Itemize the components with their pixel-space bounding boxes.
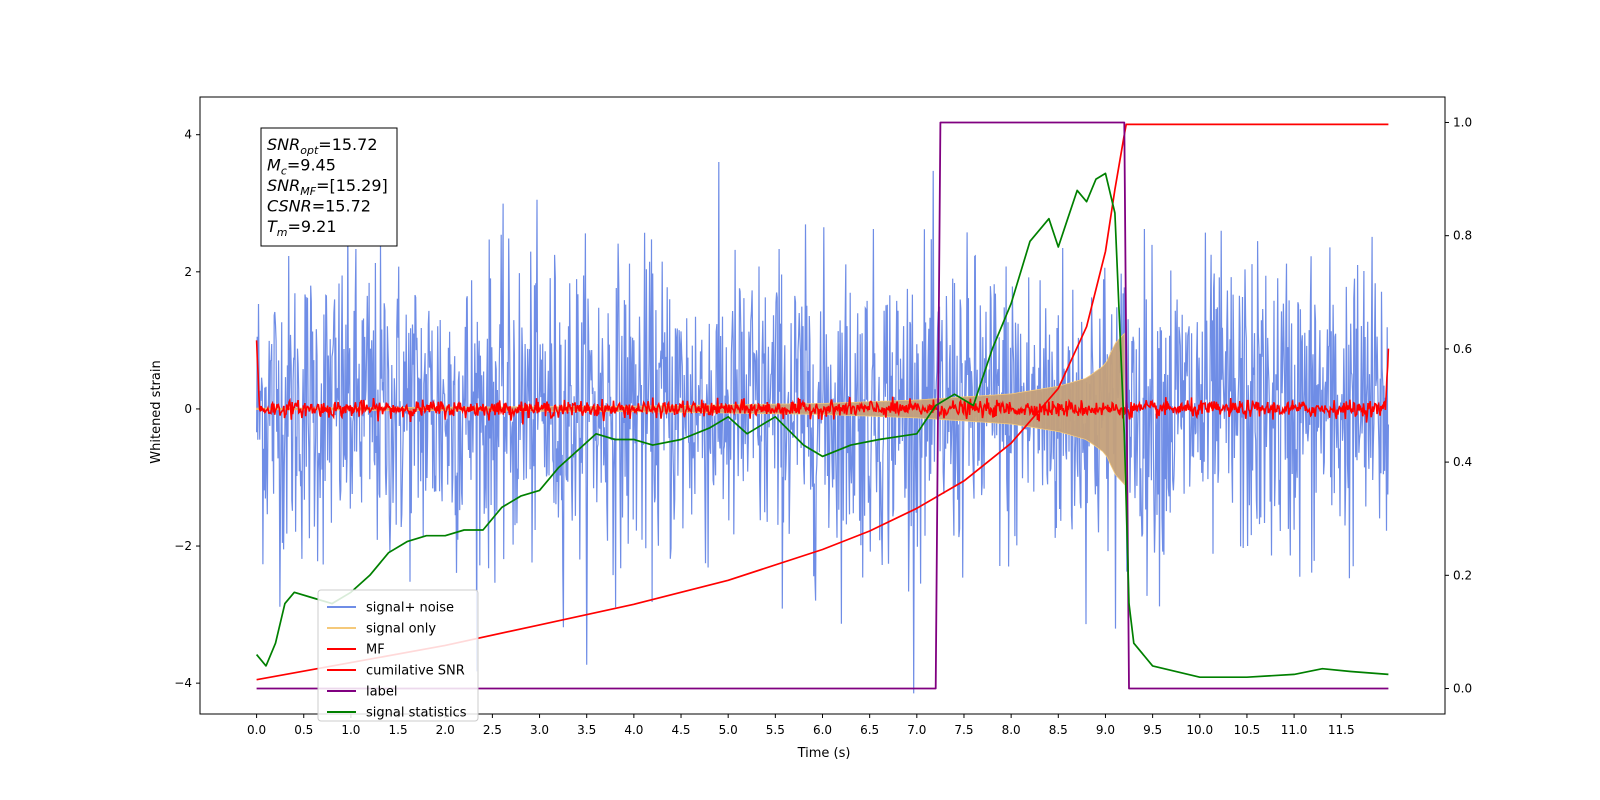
axes: 0.0 0.5 1.0 1.5 2.0 2.5 3.0 3.5 4.0 4.5 5.0 5.5 6.0 6…: [174, 96, 1472, 737]
x-tick-label: 2.5: [483, 723, 502, 737]
annotation-line: SNRMF=[15.29]: [267, 176, 388, 198]
x-tick-label: 6.0: [813, 723, 832, 737]
x-tick-label: 11.5: [1328, 723, 1355, 737]
y-left-tick-label: 2: [184, 265, 192, 279]
legend-entry-label: signal only: [366, 622, 436, 637]
x-tick-label: 9.0: [1096, 723, 1115, 737]
x-tick-label: 1.0: [341, 723, 360, 737]
x-tick-label: 4.0: [624, 723, 643, 737]
annotation-line: CSNR=15.72: [267, 197, 371, 216]
x-tick-label: 7.0: [907, 723, 926, 737]
legend-entry-label: MF: [366, 643, 385, 658]
legend-entry-label: signal statistics: [366, 706, 467, 721]
x-tick-label: 0.0: [247, 723, 266, 737]
legend-entry-label: cumilative SNR: [366, 664, 465, 679]
annotation-line: Mc=9.45: [267, 156, 336, 178]
x-tick-label: 10.0: [1186, 723, 1213, 737]
y-right-tick-label: 0.8: [1453, 229, 1472, 243]
x-tick-label: 0.5: [294, 723, 313, 737]
series-signal-statistics: [255, 172, 1389, 679]
legend-entry-label: label: [366, 685, 397, 700]
y-right-tick-label: 0.0: [1453, 682, 1472, 696]
y-left-tick-label: −2: [174, 539, 192, 553]
series-cumulative-snr: [256, 123, 1389, 681]
legend: signal+ noise signal only MF cumilative SNR…: [317, 589, 479, 722]
y-axis-label: Whitened strain: [149, 360, 164, 463]
x-tick-label: 8.0: [1002, 723, 1021, 737]
annotation-box: SNRopt=15.72Mc=9.45SNRMF=[15.29]CSNR=15.…: [260, 127, 398, 247]
x-tick-label: 2.0: [436, 723, 455, 737]
x-tick-label: 1.5: [389, 723, 408, 737]
x-axis-label: Time (s): [797, 746, 851, 761]
x-tick-label: 5.5: [766, 723, 785, 737]
x-tick-label: 3.5: [577, 723, 596, 737]
x-tick-label: 7.5: [954, 723, 973, 737]
x-tick-label: 6.5: [860, 723, 879, 737]
series-mf: [255, 340, 1390, 425]
y-left-tick-label: 4: [184, 128, 192, 142]
x-tick-label: 9.5: [1143, 723, 1162, 737]
y-right-tick-label: 0.2: [1453, 568, 1472, 582]
x-tick-label: 5.0: [719, 723, 738, 737]
x-tick-label: 3.0: [530, 723, 549, 737]
legend-entry-label: signal+ noise: [366, 601, 454, 616]
x-tick-label: 4.5: [671, 723, 690, 737]
y-right-tick-label: 0.4: [1453, 455, 1472, 469]
annotation-line: SNRopt=15.72: [267, 135, 378, 157]
y-left-tick-label: 0: [184, 402, 192, 416]
series-label: [256, 121, 1389, 690]
x-tick-label: 10.5: [1234, 723, 1261, 737]
y-right-tick-label: 0.6: [1453, 342, 1472, 356]
x-tick-label: 8.5: [1049, 723, 1068, 737]
x-tick-label: 11.0: [1281, 723, 1308, 737]
annotation-line: Tm=9.21: [267, 217, 337, 239]
y-left-tick-label: −4: [174, 676, 192, 690]
plot-area: [255, 121, 1390, 694]
y-right-tick-label: 1.0: [1453, 115, 1472, 129]
